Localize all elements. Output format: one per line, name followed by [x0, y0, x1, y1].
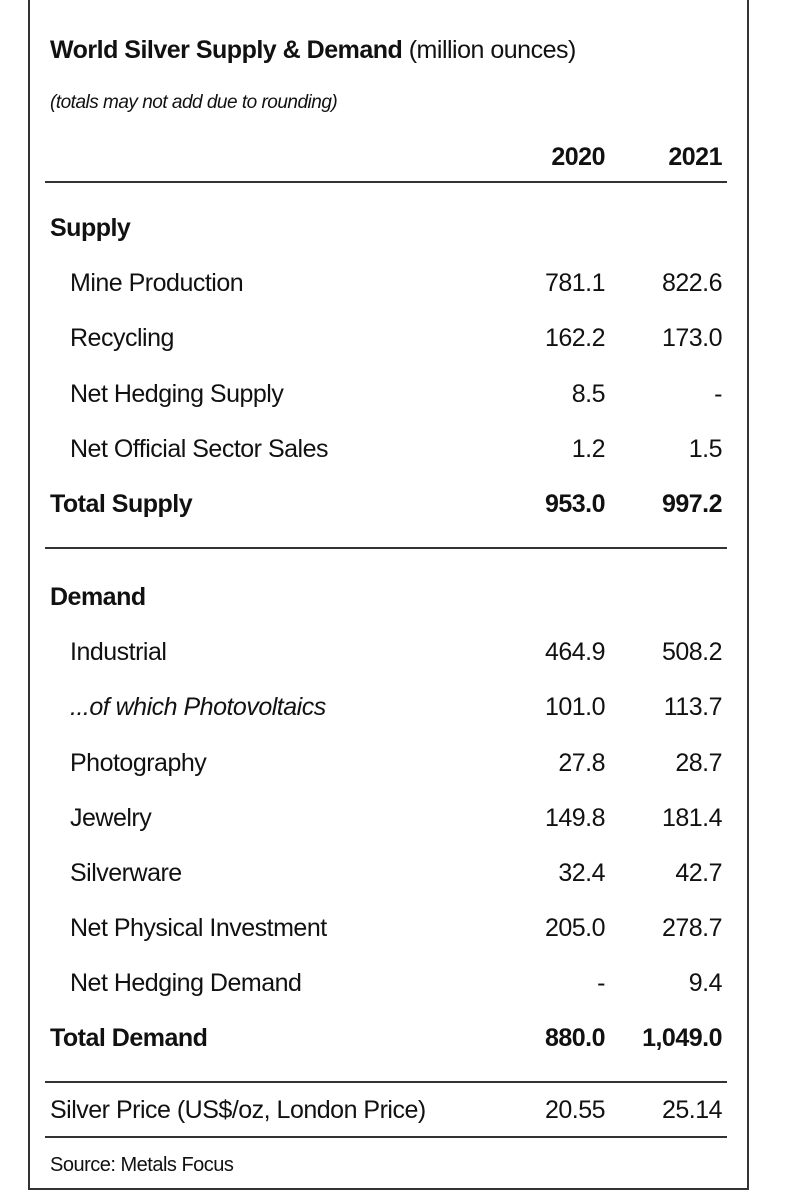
cell-value: 508.2	[661, 638, 723, 667]
cell-value: 997.2	[661, 489, 723, 518]
column-header: 2020	[551, 143, 605, 171]
source: Source: Metals Focus	[50, 1154, 234, 1176]
table-frame	[28, 0, 749, 1190]
row-label: Recycling	[70, 324, 174, 353]
title-line: World Silver Supply & Demand (million ou…	[50, 35, 576, 65]
cell-value: 173.0	[661, 324, 723, 353]
cell-value: 101.0	[544, 693, 606, 722]
total-label: Total Demand	[50, 1024, 208, 1053]
section-heading: Supply	[50, 214, 131, 242]
cell-value: 27.8	[558, 748, 605, 777]
cell-value: -	[714, 379, 722, 408]
rule	[45, 1081, 727, 1083]
cell-value: 464.9	[544, 638, 606, 667]
cell-value: 205.0	[544, 914, 606, 943]
row-label: ...of which Photovoltaics	[70, 693, 326, 722]
cell-value: 1.2	[571, 434, 606, 463]
cell-value: 25.14	[661, 1096, 723, 1124]
rule	[45, 181, 727, 183]
unit: (million ounces)	[408, 36, 577, 64]
row-label: Net Hedging Demand	[70, 969, 302, 998]
cell-value: 113.7	[663, 693, 723, 722]
cell-value: 1,049.0	[642, 1024, 722, 1053]
row-label: Net Physical Investment	[70, 914, 327, 943]
cell-value: 953.0	[544, 489, 606, 518]
row-label: Net Official Sector Sales	[70, 434, 328, 463]
rule	[45, 1136, 727, 1138]
note: (totals may not add due to rounding)	[50, 92, 338, 113]
cell-value: 181.4	[661, 803, 723, 832]
title: World Silver Supply & Demand	[50, 36, 403, 64]
price-label: Silver Price (US$/oz, London Price)	[50, 1096, 426, 1124]
cell-value: 32.4	[558, 859, 605, 887]
cell-value: 1.5	[688, 434, 723, 463]
cell-value: 9.4	[688, 969, 723, 998]
column-header: 2021	[668, 143, 722, 171]
cell-value: 162.2	[544, 324, 606, 353]
row-label: Mine Production	[70, 269, 244, 298]
total-label: Total Supply	[50, 489, 193, 518]
cell-value: 781.1	[544, 269, 606, 298]
cell-value: 149.8	[544, 803, 606, 832]
row-label: Photography	[70, 748, 207, 777]
section-heading: Demand	[50, 583, 146, 611]
row-label: Industrial	[70, 638, 167, 667]
cell-value: 20.55	[544, 1096, 606, 1124]
cell-value: 8.5	[571, 379, 606, 408]
cell-value: 28.7	[675, 748, 722, 777]
cell-value: 880.0	[544, 1024, 606, 1053]
row-label: Net Hedging Supply	[70, 379, 284, 408]
cell-value: -	[597, 969, 605, 998]
row-label: Jewelry	[70, 803, 152, 832]
cell-value: 822.6	[661, 269, 723, 298]
rule	[45, 547, 727, 549]
cell-value: 278.7	[661, 914, 723, 943]
cell-value: 42.7	[675, 859, 722, 887]
row-label: Silverware	[70, 859, 182, 887]
